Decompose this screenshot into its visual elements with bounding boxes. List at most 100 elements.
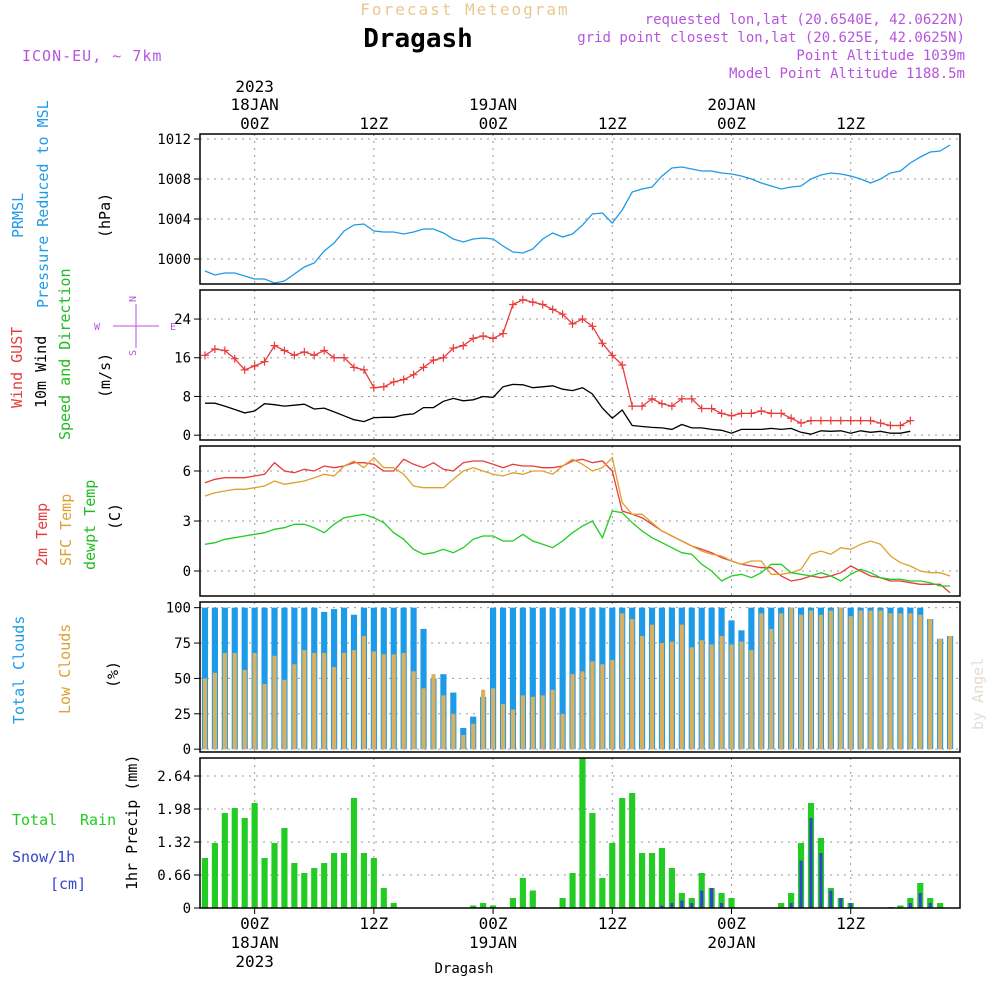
wind-gust-point (290, 351, 299, 360)
precip-rain-label: Rain (80, 811, 116, 829)
low-clouds-bar (779, 613, 784, 750)
low-clouds-bar (401, 652, 406, 750)
compass-west: W (94, 322, 101, 333)
wind-10m-label: 10m Wind (32, 336, 50, 408)
wind-gust-point (886, 421, 895, 430)
low-clouds-bar (630, 618, 635, 750)
low-clouds-bar (908, 613, 913, 750)
clouds-ytick-label: 25 (174, 707, 191, 723)
wind-gust-point (816, 416, 825, 425)
wind-gust-point (419, 363, 428, 372)
wind-gust-point (449, 344, 458, 353)
wind-gust-point (270, 341, 279, 350)
low-clouds-bar (222, 652, 227, 750)
snow-bar (690, 903, 694, 908)
wind-gust-point (797, 419, 806, 428)
rain-bar (201, 858, 209, 908)
pressure-marks (204, 144, 951, 284)
low-clouds-bar (590, 661, 595, 750)
low-clouds-bar (898, 613, 903, 750)
wind-gust-point (409, 370, 418, 379)
wind-gust-point (518, 295, 527, 304)
rain-bar (579, 758, 586, 908)
low-clouds-bar (252, 652, 257, 750)
low-clouds-bar (947, 635, 953, 750)
wind-gust-point (210, 345, 219, 354)
wind-gust-point (330, 353, 339, 362)
low-clouds-bar (381, 654, 386, 750)
credit-watermark: by Angel (969, 658, 987, 730)
bottom-axis-time-label: 12Z (598, 914, 627, 933)
low-clouds-bar (918, 614, 923, 750)
wind-gust-point (429, 356, 438, 365)
snow-bar (660, 905, 664, 908)
rain-bar (529, 890, 536, 908)
rain-bar (390, 903, 397, 908)
low-clouds-bar (888, 613, 893, 750)
low-clouds-bar (431, 674, 436, 750)
clouds-ytick-label: 100 (166, 601, 191, 617)
top-axis-time-label: 12Z (598, 114, 627, 133)
precipitation-frame (199, 757, 961, 909)
rain-bar (897, 905, 904, 908)
wind-gust-point (876, 419, 885, 428)
wind-gust-point (618, 361, 627, 369)
low-clouds-bar (461, 735, 466, 750)
low-clouds-bar (242, 669, 247, 750)
temperature-line-dewpt-temp (204, 510, 951, 587)
low-clouds-bar (798, 614, 804, 750)
precipitation-panel: 0 0.66 1.32 1.98 2.64 (157, 757, 961, 917)
pressure-grid (200, 134, 960, 284)
top-axis-time-label: 00Z (717, 114, 746, 133)
low-clouds-bar (679, 624, 684, 750)
rain-bar (360, 853, 368, 908)
wind-gust-point (638, 402, 647, 411)
temp-2m-label: 2m Temp (33, 503, 51, 566)
forecast-title: Forecast Meteogram (360, 0, 569, 19)
temp-unit: (C) (106, 503, 124, 530)
low-clouds-bar (202, 678, 208, 750)
total-clouds-bar (281, 607, 288, 750)
low-clouds-bar (232, 652, 237, 750)
wind-gust-point (578, 315, 587, 324)
total-clouds-bar (529, 607, 536, 750)
low-clouds-bar (848, 616, 853, 750)
temperature-ytick-label: 0 (183, 564, 191, 580)
low-clouds-bar (828, 610, 833, 750)
rain-bar (489, 905, 497, 908)
wind-gust-point (777, 409, 786, 418)
top-axis-year-label: 2023 (235, 77, 274, 96)
point-altitude: Point Altitude 1039m (796, 48, 965, 64)
rain-bar (668, 868, 675, 908)
wind-gust-point (349, 363, 358, 372)
precipitation-ytick-label: 1.32 (157, 835, 191, 851)
rain-bar (569, 873, 576, 908)
low-clouds-bar (620, 613, 625, 750)
wind-gust-point (598, 339, 607, 348)
rain-bar (648, 853, 656, 908)
low-clouds-bar (361, 635, 367, 750)
top-axis-date-label: 20JAN (707, 95, 755, 114)
precipitation-ytick-label: 2.64 (157, 769, 191, 785)
temperature-grid (200, 446, 960, 596)
low-clouds-bar (550, 689, 555, 750)
low-clouds-bar (808, 610, 814, 750)
snow-bar (829, 890, 833, 908)
low-clouds-bar (689, 647, 694, 750)
low-clouds-bar (669, 641, 674, 750)
rain-bar (788, 893, 795, 908)
rain-bar (241, 818, 248, 908)
rain-bar (937, 903, 944, 908)
precip-snow-label: Snow/1h (12, 848, 75, 866)
wind-gust-point (320, 346, 329, 355)
rain-bar (589, 813, 596, 908)
pressure-label-prmsl: PRMSL (9, 193, 27, 238)
low-clouds-bar (729, 644, 734, 750)
precipitation-marks (201, 758, 944, 908)
wind-line-wind-gust (204, 299, 911, 427)
rain-bar (370, 858, 377, 908)
rain-bar (321, 863, 328, 908)
bottom-axis-time-label: 00Z (717, 914, 746, 933)
wind-ytick-label: 16 (174, 351, 191, 367)
low-clouds-bar (878, 610, 883, 750)
